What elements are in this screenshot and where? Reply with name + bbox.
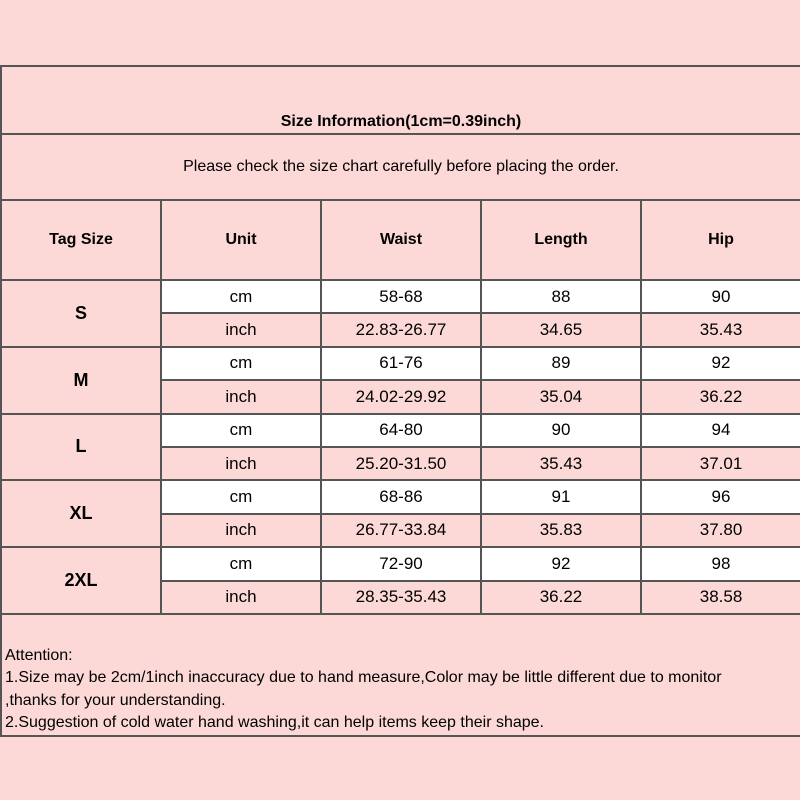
hip-cell: 92 xyxy=(639,345,800,382)
hip-cell: 94 xyxy=(639,412,800,448)
table-row: 2XL cm 72-90 92 98 xyxy=(0,546,800,615)
table-row: XL cm 68-86 91 96 xyxy=(0,479,800,549)
notes-cell: Attention: 1.Size may be 2cm/1inch inaccu… xyxy=(0,612,800,737)
tag-size-cell: S xyxy=(0,279,162,348)
table-row: inch 25.20-31.50 35.43 37.01 xyxy=(1,445,800,482)
unit-cell: inch xyxy=(160,579,322,615)
waist-cell: 68-86 xyxy=(320,479,482,515)
header-waist: Waist xyxy=(320,199,482,281)
length-cell: 36.22 xyxy=(480,579,642,615)
hip-cell: 98 xyxy=(639,546,800,582)
length-cell: 35.04 xyxy=(480,379,642,415)
length-cell: 91 xyxy=(480,479,642,515)
notes-heading: Attention: xyxy=(5,646,73,664)
length-cell: 89 xyxy=(480,345,642,382)
tag-size-cell: L xyxy=(0,412,162,482)
length-cell: 34.65 xyxy=(480,312,642,348)
length-cell: 90 xyxy=(480,412,642,448)
hip-cell: 96 xyxy=(639,479,800,515)
note-1: 1.Size may be 2cm/1inch inaccuracy due t… xyxy=(5,669,722,687)
waist-cell: 26.77-33.84 xyxy=(320,512,482,549)
tag-size-cell: M xyxy=(0,345,162,415)
waist-cell: 61-76 xyxy=(320,345,482,382)
chart-title: Size Information(1cm=0.39inch) xyxy=(0,65,800,135)
tag-size-cell: 2XL xyxy=(0,546,162,615)
unit-cell: inch xyxy=(160,445,322,482)
header-unit: Unit xyxy=(160,199,322,281)
length-cell: 92 xyxy=(480,546,642,582)
waist-cell: 22.83-26.77 xyxy=(320,312,482,348)
waist-cell: 58-68 xyxy=(320,278,482,315)
hip-cell: 38.58 xyxy=(639,579,800,615)
table-row: inch 22.83-26.77 34.65 35.43 xyxy=(1,312,800,348)
waist-cell: 28.35-35.43 xyxy=(320,579,482,615)
unit-cell: inch xyxy=(160,379,322,415)
hip-cell: 90 xyxy=(639,278,800,315)
length-cell: 35.83 xyxy=(480,512,642,549)
hip-cell: 37.01 xyxy=(639,445,800,482)
unit-cell: cm xyxy=(160,546,322,582)
unit-cell: cm xyxy=(160,345,322,382)
waist-cell: 72-90 xyxy=(320,546,482,582)
unit-cell: inch xyxy=(160,312,322,348)
table-row: inch 28.35-35.43 36.22 38.58 xyxy=(1,579,800,615)
unit-cell: cm xyxy=(160,412,322,448)
chart-subtitle: Please check the size chart carefully be… xyxy=(0,133,800,201)
note-2: 2.Suggestion of cold water hand washing,… xyxy=(5,714,544,732)
unit-cell: inch xyxy=(160,512,322,549)
unit-cell: cm xyxy=(160,278,322,315)
header-hip: Hip xyxy=(639,199,800,281)
length-cell: 35.43 xyxy=(480,445,642,482)
size-chart-table: Size Information(1cm=0.39inch) Please ch… xyxy=(0,65,800,737)
waist-cell: 24.02-29.92 xyxy=(320,379,482,415)
unit-cell: cm xyxy=(160,479,322,515)
hip-cell: 35.43 xyxy=(639,312,800,348)
hip-cell: 37.80 xyxy=(639,512,800,549)
tag-size-cell: XL xyxy=(0,479,162,549)
header-tag-size: Tag Size xyxy=(0,199,162,281)
hip-cell: 36.22 xyxy=(639,379,800,415)
waist-cell: 25.20-31.50 xyxy=(320,445,482,482)
length-cell: 88 xyxy=(480,278,642,315)
note-1-continued: ,thanks for your understanding. xyxy=(5,691,226,709)
header-length: Length xyxy=(480,199,642,281)
table-row: inch 26.77-33.84 35.83 37.80 xyxy=(1,512,800,549)
header-row: Tag Size Unit Waist Length Hip xyxy=(0,199,800,281)
waist-cell: 64-80 xyxy=(320,412,482,448)
table-row: inch 24.02-29.92 35.04 36.22 xyxy=(1,379,800,415)
